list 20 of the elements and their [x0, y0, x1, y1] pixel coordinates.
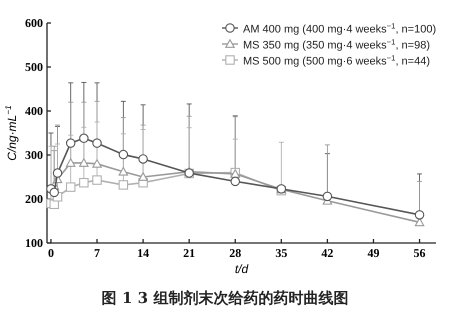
- x-tick-label: 49: [367, 246, 380, 260]
- caption: 图 1 3 组制剂末次给药的药时曲线图: [102, 289, 348, 307]
- y-tick-label: 400: [25, 104, 43, 118]
- y-tick-label: 200: [25, 192, 43, 206]
- y-tick-label: 300: [25, 148, 43, 162]
- x-tick-label: 7: [94, 246, 100, 260]
- y-tick-label: 100: [25, 236, 43, 250]
- x-tick-label: 0: [48, 246, 54, 260]
- x-tick-label: 28: [229, 246, 242, 260]
- x-tick-label: 14: [137, 246, 150, 260]
- x-tick-label: 35: [275, 246, 288, 260]
- legend-label: AM 400 mg (400 mg·4 weeks$^{−1}$, n=100): [243, 21, 436, 36]
- y-tick-label: 500: [25, 60, 43, 74]
- legend-label: MS 350 mg (350 mg·4 weeks$^{−1}$, n=98): [243, 37, 430, 52]
- x-axis-title: t/d: [234, 262, 248, 276]
- x-tick-label: 21: [183, 246, 196, 260]
- legend-label: MS 500 mg (500 mg·6 weeks$^{−1}$, n=44): [243, 53, 430, 68]
- x-tick-label: 42: [321, 246, 334, 260]
- y-tick-label: 600: [25, 16, 43, 30]
- x-tick-label: 56: [414, 246, 426, 260]
